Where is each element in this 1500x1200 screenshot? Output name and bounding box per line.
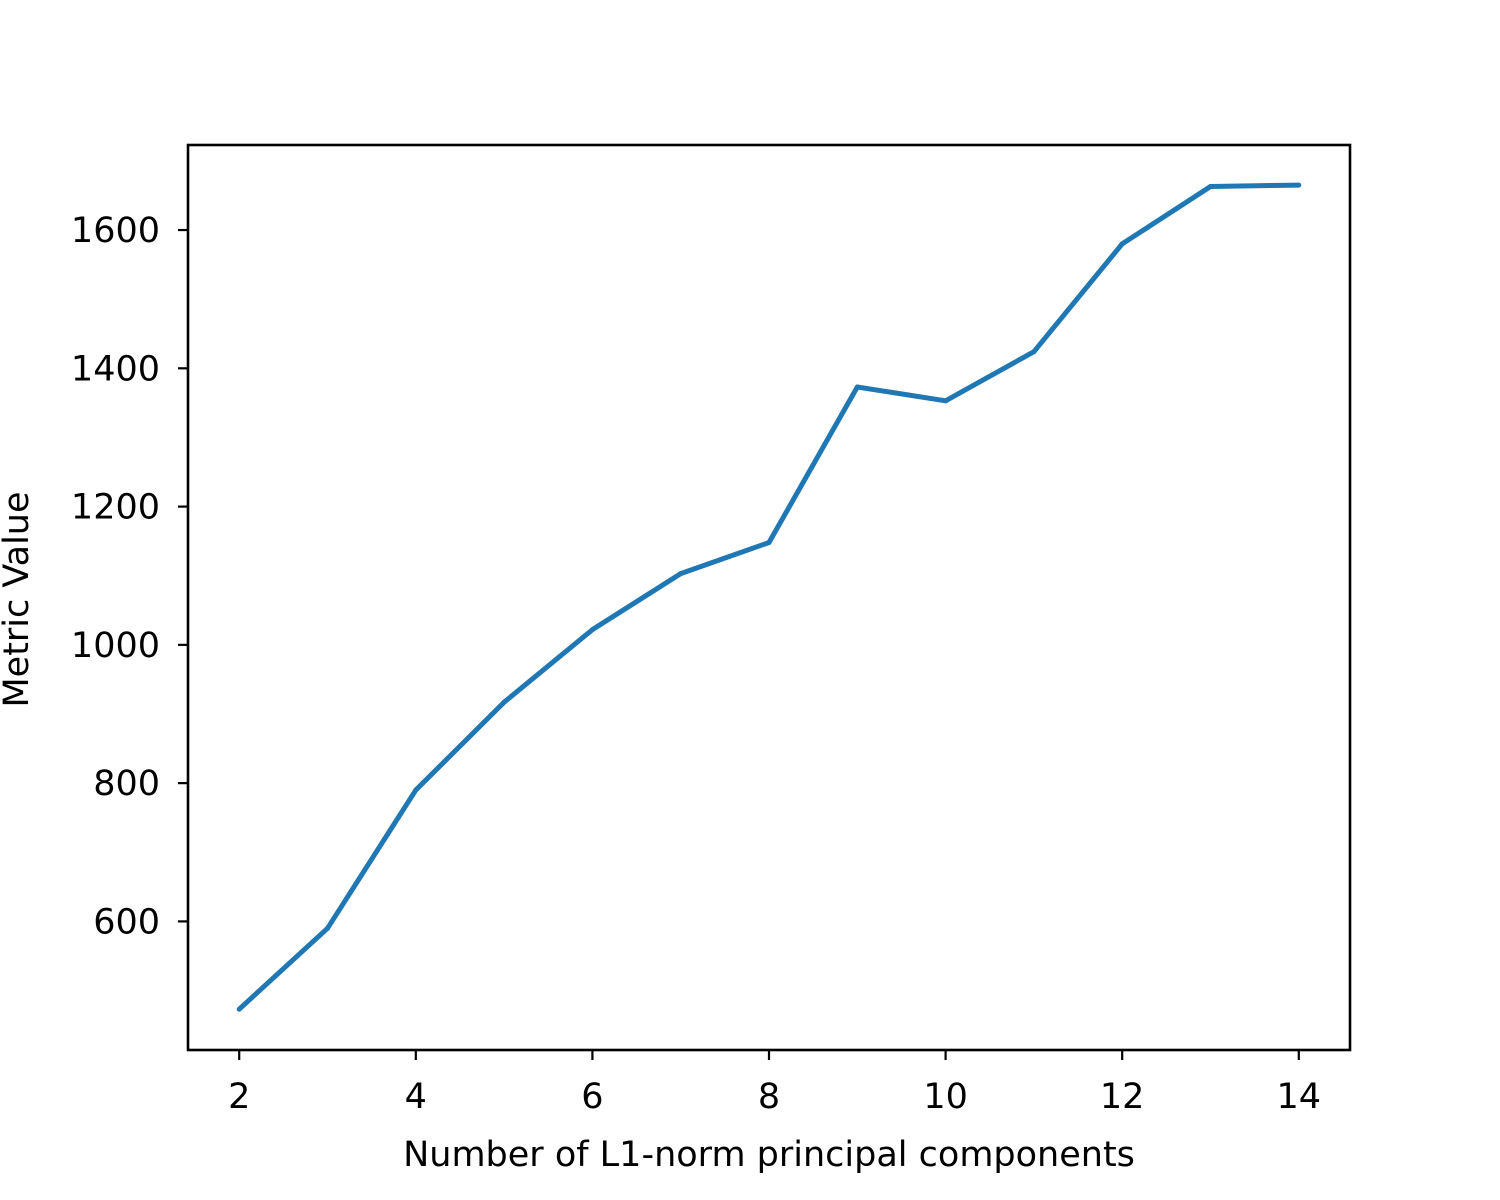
y-tick-label: 1000: [71, 626, 160, 666]
y-tick-label: 800: [93, 764, 160, 804]
data-point: [1119, 241, 1125, 247]
x-tick-label: 2: [228, 1077, 250, 1117]
y-axis: 600 800 1000 1200 1400 1600: [71, 211, 188, 942]
y-tick-label: 600: [93, 902, 160, 942]
data-point: [1296, 182, 1302, 188]
x-axis: 2 4 6 8 10 12 14: [228, 1050, 1321, 1117]
x-tick-label: 8: [758, 1077, 780, 1117]
x-tick-label: 10: [923, 1077, 968, 1117]
data-point: [766, 540, 772, 546]
data-point: [236, 1006, 242, 1012]
y-tick-label: 1600: [71, 211, 160, 251]
data-point: [501, 699, 507, 705]
data-point: [943, 398, 949, 404]
y-tick-label: 1200: [71, 488, 160, 528]
data-point: [325, 925, 331, 931]
x-tick-label: 14: [1277, 1077, 1322, 1117]
data-point: [413, 787, 419, 793]
y-axis-label: Metric Value: [0, 491, 37, 707]
plot-area: [236, 182, 1302, 1012]
x-tick-label: 12: [1100, 1077, 1145, 1117]
data-point: [589, 627, 595, 633]
x-tick-label: 4: [405, 1077, 427, 1117]
x-axis-label: Number of L1-norm principal components: [403, 1135, 1135, 1175]
data-point: [678, 571, 684, 577]
data-point: [1031, 349, 1037, 355]
y-tick-label: 1400: [71, 349, 160, 389]
data-point: [1207, 183, 1213, 189]
x-tick-label: 6: [581, 1077, 603, 1117]
data-point: [854, 384, 860, 390]
plot-frame: [186, 143, 1352, 1052]
